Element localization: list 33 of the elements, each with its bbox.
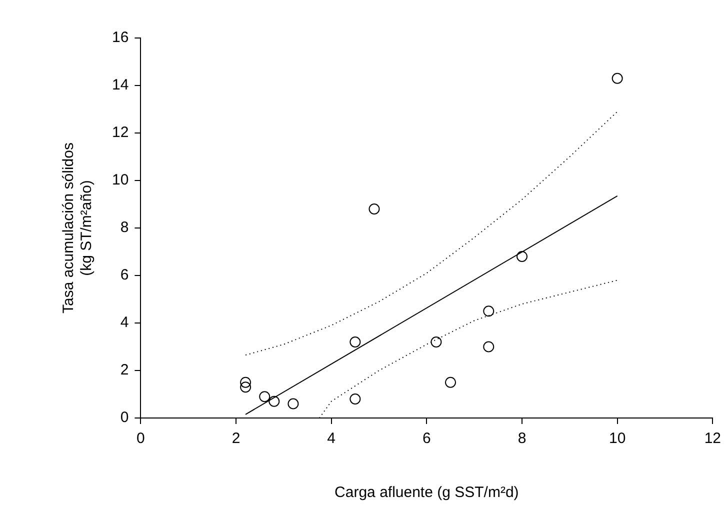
point	[288, 398, 299, 410]
y-tick-label: 10	[112, 172, 129, 189]
y-axis-title: Tasa acumulación sólidos (kg ST/m²año)	[60, 142, 96, 314]
x-tick-label: 6	[422, 430, 431, 448]
y-tick-label: 6	[120, 266, 129, 284]
point	[350, 336, 361, 348]
x-tick-label: 12	[704, 430, 721, 448]
y-tick-label: 8	[120, 219, 129, 236]
point	[445, 376, 456, 388]
x-tick-label: 0	[136, 430, 145, 448]
y-tick-label: 0	[120, 409, 129, 426]
y-tick-label: 16	[112, 29, 129, 46]
point	[516, 251, 528, 262]
point	[240, 376, 252, 388]
x-tick-label: 10	[608, 430, 626, 448]
x-tick-label: 8	[518, 430, 526, 448]
y-tick-label: 2	[120, 362, 129, 379]
point	[612, 72, 623, 84]
x-tick-label: 4	[327, 430, 336, 448]
line-series	[245, 111, 618, 356]
y-tick-label: 14	[112, 76, 129, 94]
point	[268, 396, 280, 407]
point	[368, 204, 380, 214]
point	[240, 382, 252, 393]
point	[483, 341, 494, 352]
point	[483, 306, 494, 317]
x-axis-title: Carga afluente (g SST/m²d)	[334, 484, 519, 502]
point	[259, 391, 270, 402]
point	[350, 394, 361, 404]
x-tick-label: 2	[232, 430, 240, 448]
y-tick-label: 4	[120, 314, 129, 332]
point	[430, 336, 442, 348]
y-tick-label: 12	[112, 124, 129, 142]
